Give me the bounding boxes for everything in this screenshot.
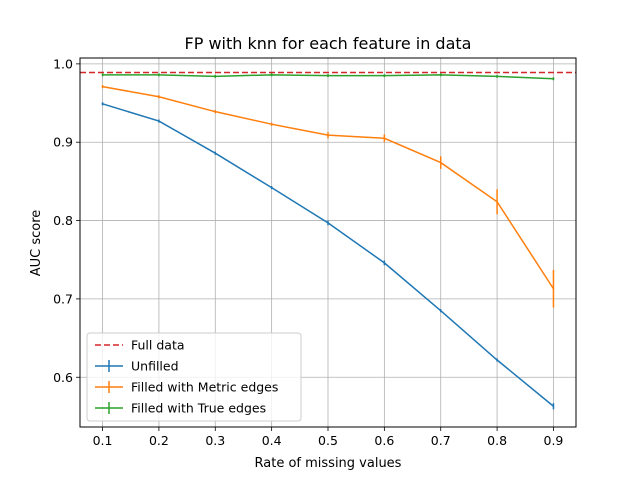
data-point-filled-with-true-edges	[383, 74, 386, 77]
data-point-filled-with-metric-edges	[270, 123, 273, 126]
data-point-filled-with-true-edges	[439, 74, 442, 76]
grid-lines	[80, 58, 576, 427]
data-point-unfilled	[101, 103, 104, 105]
x-tick-label: 0.7	[431, 433, 451, 448]
data-point-filled-with-metric-edges	[158, 95, 160, 98]
data-point-unfilled	[496, 359, 498, 361]
x-tick-label: 0.6	[374, 433, 394, 448]
data-point-filled-with-true-edges	[327, 74, 329, 77]
legend-box	[86, 332, 302, 422]
y-tick-label: 0.6	[53, 370, 73, 385]
data-point-filled-with-true-edges	[270, 74, 273, 76]
x-tick-label: 0.9	[544, 433, 564, 448]
data-point-unfilled	[439, 309, 442, 312]
y-axis: 0.6 0.7 0.8 0.9 1.0	[53, 56, 80, 385]
legend-label-unfilled: Unfilled	[131, 359, 179, 374]
legend: Full data Unfilled Filled with Metric edge…	[86, 332, 302, 422]
y-tick-label: 0.9	[53, 135, 73, 150]
data-point-unfilled	[552, 405, 555, 408]
data-point-unfilled	[327, 222, 329, 224]
y-tick-label: 0.7	[53, 291, 73, 306]
data-point-filled-with-true-edges	[214, 75, 217, 78]
x-axis-label: Rate of missing values	[255, 456, 402, 471]
data-point-filled-with-true-edges	[552, 77, 555, 80]
chart-title: FP with knn for each feature in data	[185, 34, 472, 53]
data-point-filled-with-metric-edges	[327, 134, 329, 136]
data-point-unfilled	[383, 262, 386, 264]
x-axis: 0.1 0.2 0.3 0.4 0.5 0.6 0.7 0.8 0.9	[93, 427, 564, 448]
data-point-unfilled	[270, 186, 273, 189]
data-point-filled-with-metric-edges	[214, 110, 217, 113]
x-tick-label: 0.8	[487, 433, 507, 448]
plot-area	[80, 71, 576, 410]
data-point-filled-with-metric-edges	[383, 137, 386, 140]
data-point-unfilled	[214, 152, 217, 154]
y-axis-label: AUC score	[29, 210, 44, 277]
x-tick-label: 0.2	[149, 433, 169, 448]
data-point-filled-with-metric-edges	[496, 200, 498, 203]
x-tick-label: 0.1	[93, 433, 113, 448]
data-point-filled-with-true-edges	[496, 75, 498, 78]
data-point-filled-with-true-edges	[101, 74, 104, 76]
legend-label-filled-with-true-edges: Filled with True edges	[131, 401, 266, 416]
data-point-filled-with-metric-edges	[439, 161, 442, 164]
legend-label-filled-with-metric-edges: Filled with Metric edges	[131, 380, 278, 395]
x-tick-label: 0.3	[205, 433, 225, 448]
data-point-filled-with-metric-edges	[101, 85, 104, 88]
data-point-filled-with-true-edges	[158, 74, 160, 76]
data-point-unfilled	[158, 120, 160, 122]
data-point-filled-with-metric-edges	[552, 287, 555, 290]
legend-label-full-data: Full data	[131, 338, 185, 353]
x-tick-label: 0.5	[318, 433, 338, 448]
x-tick-label: 0.4	[262, 433, 282, 448]
y-tick-label: 0.8	[53, 213, 73, 228]
y-tick-label: 1.0	[53, 56, 73, 71]
